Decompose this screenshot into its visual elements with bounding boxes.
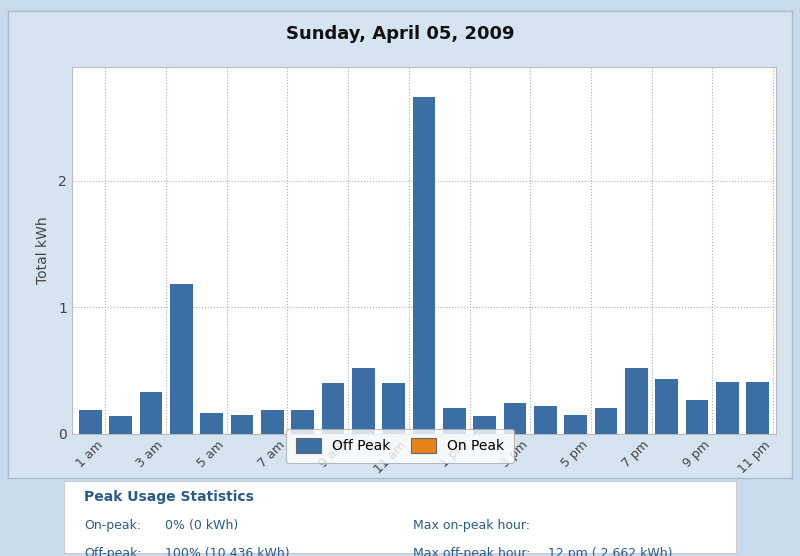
- Text: Max off-peak hour:: Max off-peak hour:: [414, 548, 531, 556]
- Legend: Off Peak, On Peak: Off Peak, On Peak: [286, 429, 514, 463]
- Bar: [504, 403, 526, 434]
- Bar: [291, 410, 314, 434]
- Bar: [79, 410, 102, 434]
- Bar: [109, 416, 132, 434]
- Bar: [686, 400, 709, 434]
- Bar: [716, 382, 739, 434]
- Y-axis label: Total kWh: Total kWh: [36, 216, 50, 284]
- Text: 0% (0 kWh): 0% (0 kWh): [165, 519, 238, 532]
- Bar: [746, 382, 769, 434]
- Bar: [261, 410, 284, 434]
- Bar: [474, 416, 496, 434]
- Text: Peak Usage Statistics: Peak Usage Statistics: [84, 490, 254, 504]
- Bar: [625, 368, 648, 434]
- Bar: [382, 383, 405, 434]
- Bar: [594, 408, 618, 434]
- Bar: [352, 368, 374, 434]
- Bar: [413, 97, 435, 434]
- Text: Off-peak:: Off-peak:: [84, 548, 142, 556]
- Bar: [139, 392, 162, 434]
- Bar: [230, 415, 254, 434]
- Bar: [655, 379, 678, 434]
- Text: 12 pm ( 2.662 kWh): 12 pm ( 2.662 kWh): [548, 548, 672, 556]
- Text: Sunday, April 05, 2009: Sunday, April 05, 2009: [286, 25, 514, 43]
- Bar: [534, 406, 557, 434]
- Text: On-peak:: On-peak:: [84, 519, 142, 532]
- Text: Max on-peak hour:: Max on-peak hour:: [414, 519, 530, 532]
- Bar: [564, 415, 587, 434]
- Text: 100% (10.436 kWh): 100% (10.436 kWh): [165, 548, 290, 556]
- Bar: [443, 408, 466, 434]
- Bar: [200, 414, 223, 434]
- Bar: [322, 383, 344, 434]
- Bar: [170, 284, 193, 434]
